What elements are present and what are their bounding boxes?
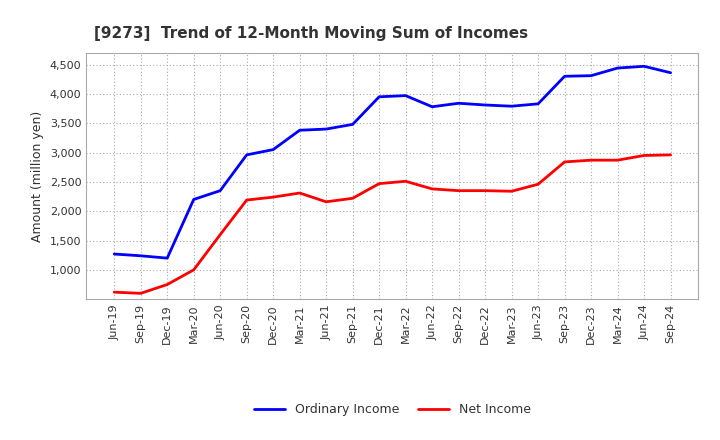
Ordinary Income bbox=[640, 64, 649, 69]
Net Income bbox=[216, 232, 225, 237]
Net Income bbox=[110, 290, 119, 295]
Net Income bbox=[560, 159, 569, 165]
Net Income bbox=[189, 267, 198, 272]
Ordinary Income bbox=[454, 101, 463, 106]
Net Income bbox=[348, 196, 357, 201]
Text: [9273]  Trend of 12-Month Moving Sum of Incomes: [9273] Trend of 12-Month Moving Sum of I… bbox=[94, 26, 528, 41]
Net Income bbox=[295, 191, 304, 196]
Net Income bbox=[454, 188, 463, 193]
Ordinary Income bbox=[534, 101, 542, 106]
Net Income bbox=[508, 189, 516, 194]
Ordinary Income bbox=[560, 73, 569, 79]
Y-axis label: Amount (million yen): Amount (million yen) bbox=[32, 110, 45, 242]
Ordinary Income bbox=[587, 73, 595, 78]
Net Income bbox=[640, 153, 649, 158]
Ordinary Income bbox=[110, 251, 119, 257]
Ordinary Income bbox=[428, 104, 436, 110]
Ordinary Income bbox=[613, 66, 622, 71]
Net Income bbox=[666, 152, 675, 158]
Net Income bbox=[375, 181, 384, 186]
Ordinary Income bbox=[481, 103, 490, 108]
Net Income bbox=[481, 188, 490, 193]
Net Income bbox=[613, 158, 622, 163]
Net Income bbox=[534, 182, 542, 187]
Ordinary Income bbox=[216, 188, 225, 193]
Line: Net Income: Net Income bbox=[114, 155, 670, 293]
Ordinary Income bbox=[375, 94, 384, 99]
Ordinary Income bbox=[666, 70, 675, 75]
Net Income bbox=[401, 179, 410, 184]
Ordinary Income bbox=[189, 197, 198, 202]
Net Income bbox=[428, 186, 436, 191]
Net Income bbox=[243, 198, 251, 203]
Ordinary Income bbox=[295, 128, 304, 133]
Ordinary Income bbox=[269, 147, 277, 152]
Net Income bbox=[136, 291, 145, 296]
Net Income bbox=[269, 194, 277, 200]
Legend: Ordinary Income, Net Income: Ordinary Income, Net Income bbox=[248, 398, 536, 421]
Ordinary Income bbox=[243, 152, 251, 158]
Ordinary Income bbox=[322, 126, 330, 132]
Ordinary Income bbox=[136, 253, 145, 258]
Ordinary Income bbox=[508, 103, 516, 109]
Ordinary Income bbox=[163, 256, 171, 261]
Net Income bbox=[322, 199, 330, 205]
Net Income bbox=[163, 282, 171, 287]
Net Income bbox=[587, 158, 595, 163]
Ordinary Income bbox=[401, 93, 410, 98]
Ordinary Income bbox=[348, 122, 357, 127]
Line: Ordinary Income: Ordinary Income bbox=[114, 66, 670, 258]
